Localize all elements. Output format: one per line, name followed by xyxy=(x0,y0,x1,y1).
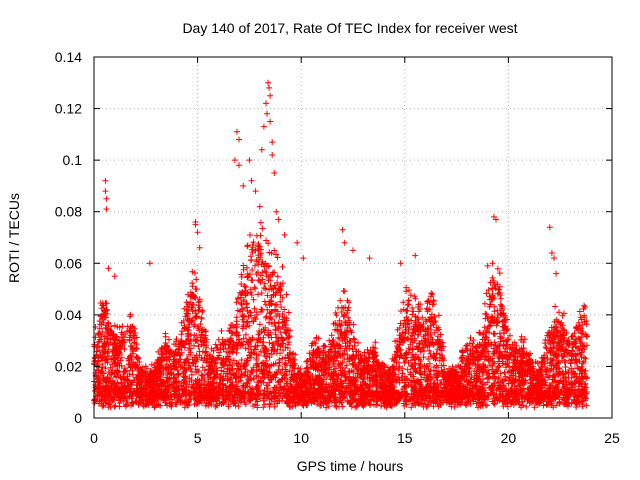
data-points xyxy=(91,79,591,411)
y-tick-label: 0.02 xyxy=(55,358,82,374)
roti-outlier-point xyxy=(260,123,267,130)
roti-outlier-point xyxy=(248,177,255,184)
y-tick-label: 0.14 xyxy=(55,49,82,65)
roti-outlier-point xyxy=(281,231,288,238)
roti-outlier-point xyxy=(553,270,560,277)
roti-outlier-point xyxy=(548,250,555,256)
roti-outlier-point xyxy=(546,224,553,231)
roti-outlier-point xyxy=(300,255,307,262)
x-tick-label: 10 xyxy=(293,430,309,446)
x-tick-label: 0 xyxy=(90,430,98,446)
roti-outlier-point xyxy=(273,208,280,215)
tick-labels: 0 5 10 15 20 25 0 0.02 0.04 0.06 0.08 0.1 0.12 0.14 xyxy=(55,49,620,446)
roti-outlier-point xyxy=(240,182,247,189)
roti-outlier-point xyxy=(231,157,238,164)
roti-outlier-point xyxy=(263,100,269,107)
roti-outlier-point xyxy=(103,206,110,213)
roti-outlier-point xyxy=(493,216,499,223)
roti-outlier-point xyxy=(103,195,110,202)
roti-outlier-point xyxy=(265,79,271,86)
roti-outlier-point xyxy=(102,188,109,195)
roti-outlier-point xyxy=(256,203,263,210)
roti-outlier-point xyxy=(258,146,265,153)
roti-outlier-point xyxy=(551,255,557,262)
axis-ticks xyxy=(93,56,613,419)
x-tick-label: 20 xyxy=(501,430,517,446)
roti-outlier-point xyxy=(236,136,242,143)
roti-outlier-point xyxy=(264,110,270,117)
y-tick-label: 0.1 xyxy=(63,152,83,168)
roti-outlier-point xyxy=(339,226,346,233)
roti-outlier-point xyxy=(111,273,118,280)
roti-outlier-point xyxy=(350,247,356,254)
roti-upper-points xyxy=(91,219,590,389)
roti-outlier-point xyxy=(275,216,282,223)
roti-outlier-point xyxy=(105,265,112,272)
roti-outlier-point xyxy=(269,139,276,146)
roti-outlier-point xyxy=(269,152,276,158)
roti-outlier-point xyxy=(484,262,491,269)
roti-outlier-point xyxy=(236,162,242,169)
roti-outlier-point xyxy=(582,304,589,311)
roti-outlier-point xyxy=(294,239,301,246)
roti-outlier-point xyxy=(412,252,419,259)
x-tick-label: 15 xyxy=(397,430,413,446)
roti-outlier-point xyxy=(271,170,278,176)
roti-outlier-point xyxy=(341,239,348,246)
roti-outlier-point xyxy=(252,188,259,195)
x-tick-label: 25 xyxy=(604,430,620,446)
roti-outlier-point xyxy=(267,92,274,99)
y-tick-label: 0.08 xyxy=(55,204,82,220)
roti-outlier-point xyxy=(102,177,109,184)
x-tick-label: 5 xyxy=(194,430,202,446)
roti-outlier-point xyxy=(192,221,199,228)
roti-outlier-point xyxy=(267,118,274,125)
roti-outlier-point xyxy=(246,157,253,164)
roti-outlier-point xyxy=(194,229,201,236)
roti-outlier-point xyxy=(266,84,273,91)
y-tick-label: 0.06 xyxy=(55,255,82,271)
y-axis-label: ROTI / TECUs xyxy=(6,193,22,283)
y-tick-label: 0 xyxy=(74,410,82,426)
roti-outlier-point xyxy=(146,260,153,267)
x-axis-label: GPS time / hours xyxy=(297,458,404,474)
roti-outlier-point xyxy=(366,255,373,262)
chart-title: Day 140 of 2017, Rate Of TEC Index for r… xyxy=(182,20,517,36)
roti-outlier-point xyxy=(196,244,203,251)
y-tick-label: 0.04 xyxy=(55,307,82,323)
roti-outlier-point xyxy=(397,260,404,267)
plot-frame xyxy=(93,56,613,419)
roti-outlier-point xyxy=(234,128,240,135)
y-tick-label: 0.12 xyxy=(55,101,82,117)
